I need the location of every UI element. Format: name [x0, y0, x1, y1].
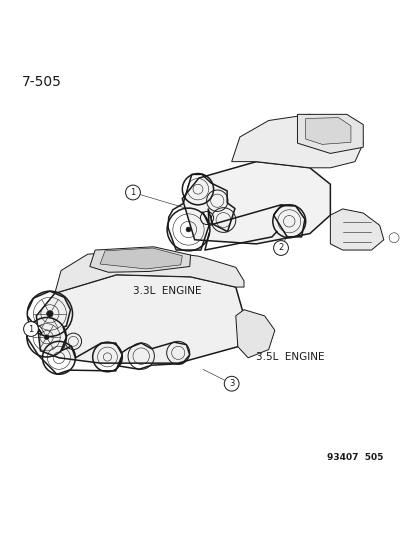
Text: 1: 1	[130, 188, 135, 197]
Text: 1: 1	[28, 325, 33, 334]
Circle shape	[44, 335, 49, 340]
Text: 3.5L  ENGINE: 3.5L ENGINE	[256, 352, 324, 362]
Circle shape	[185, 227, 190, 232]
Text: 7-505: 7-505	[22, 75, 62, 90]
Polygon shape	[297, 115, 362, 154]
Polygon shape	[305, 118, 350, 144]
Polygon shape	[100, 248, 182, 269]
Circle shape	[273, 240, 288, 255]
Polygon shape	[231, 115, 362, 168]
Polygon shape	[182, 161, 330, 244]
Polygon shape	[36, 274, 243, 363]
Text: 2: 2	[278, 244, 283, 253]
Circle shape	[24, 321, 38, 336]
Text: 3: 3	[228, 379, 234, 388]
Circle shape	[125, 185, 140, 200]
Text: 93407  505: 93407 505	[327, 453, 383, 462]
Polygon shape	[90, 247, 190, 272]
Circle shape	[47, 311, 53, 317]
Polygon shape	[235, 310, 274, 358]
Circle shape	[224, 376, 238, 391]
Polygon shape	[330, 209, 383, 250]
Polygon shape	[55, 250, 243, 293]
Text: 3.3L  ENGINE: 3.3L ENGINE	[133, 286, 201, 296]
